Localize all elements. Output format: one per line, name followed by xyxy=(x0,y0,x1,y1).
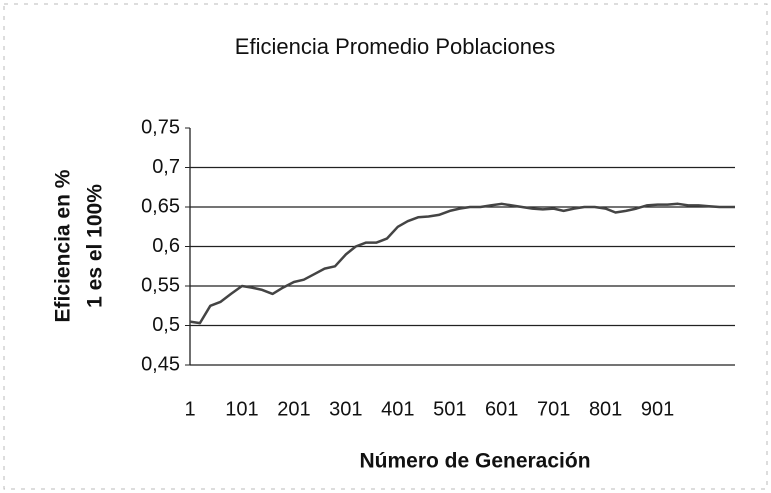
y-tick-label: 0,55 xyxy=(141,274,180,296)
y-tick-label: 0,45 xyxy=(141,353,180,375)
x-tick-label: 301 xyxy=(329,398,362,420)
y-tick-label: 0,65 xyxy=(141,195,180,217)
frame xyxy=(3,3,768,490)
x-tick-label: 701 xyxy=(537,398,570,420)
x-tick-label: 901 xyxy=(641,398,674,420)
x-tick-label: 101 xyxy=(225,398,258,420)
y-tick-label: 0,75 xyxy=(141,116,180,138)
x-axis-label: Número de Generación xyxy=(359,450,590,473)
chart-title: Eficiencia Promedio Poblaciones xyxy=(235,34,555,59)
y-tick-label: 0,7 xyxy=(152,156,180,178)
x-tick-label: 801 xyxy=(589,398,622,420)
x-tick-label: 1 xyxy=(184,398,195,420)
y-tick-label: 0,5 xyxy=(152,314,180,336)
y-axis-label: 1 es el 100% xyxy=(84,184,107,308)
x-tick-label: 501 xyxy=(433,398,466,420)
y-tick-label: 0,6 xyxy=(152,235,180,257)
x-tick-label: 201 xyxy=(277,398,310,420)
y-axis-label: Eficiencia en % xyxy=(52,169,75,322)
x-tick-label: 601 xyxy=(485,398,518,420)
data-line xyxy=(189,202,735,325)
x-tick-label: 401 xyxy=(381,398,414,420)
